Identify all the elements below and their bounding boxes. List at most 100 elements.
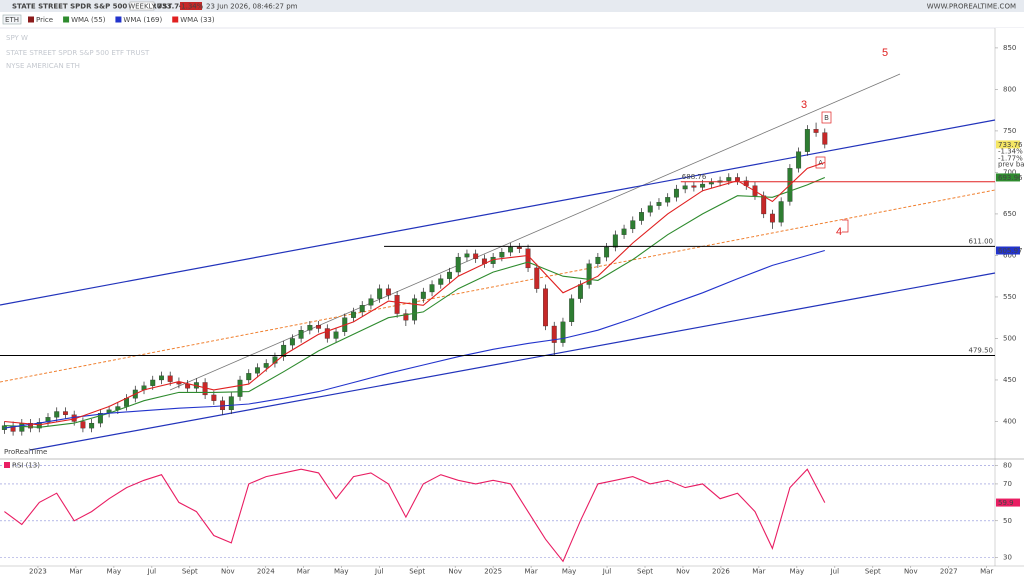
y-tick-label: 550: [1003, 293, 1016, 301]
candle-body: [595, 256, 601, 264]
candle-body: [167, 375, 173, 382]
watermark-exchange: NYSE AMERICAN ETH: [6, 62, 80, 70]
y-tick-label: 750: [1003, 127, 1016, 135]
candle-body: [726, 177, 732, 181]
legend-swatch: [28, 16, 34, 23]
x-tick-label: Sept: [182, 568, 198, 576]
title-bar: [0, 0, 1024, 12]
x-tick-label: Mar: [524, 568, 537, 576]
y-tick-label: 30: [1003, 554, 1012, 562]
candle-body: [54, 411, 60, 418]
indicator-badge: 605.97: [998, 247, 1023, 255]
candle-body: [778, 201, 784, 223]
candle-body: [621, 228, 627, 235]
wave-bracket: [842, 219, 849, 233]
candle-body: [45, 417, 51, 423]
candle-body: [377, 288, 383, 299]
wave-label: 5: [882, 47, 888, 59]
candle-body: [307, 325, 313, 331]
period-box[interactable]: [129, 1, 155, 11]
candle-body: [796, 151, 802, 169]
candle-body: [63, 411, 68, 415]
session: ETH: [5, 16, 19, 24]
channel-lower[interactable]: [29, 272, 996, 451]
change: -1.34%: [179, 3, 204, 11]
x-tick-label: May: [562, 568, 576, 576]
candle-body: [543, 288, 548, 327]
trend-line[interactable]: [169, 73, 901, 391]
x-tick-label: Jul: [147, 568, 157, 576]
legend-swatch: [63, 16, 70, 23]
y-tick-label: 500: [1003, 334, 1016, 342]
x-tick-label: Mar: [69, 568, 82, 576]
candle-body: [246, 373, 252, 381]
x-tick-label: Jul: [374, 568, 384, 576]
candle-body: [420, 291, 426, 299]
candle-body: [682, 185, 688, 190]
candle-body: [769, 213, 775, 223]
indicator-line: [4, 161, 825, 426]
watermark-name: STATE STREET SPDR S&P 500 ETF TRUST: [6, 49, 150, 57]
indicator-line: [4, 468, 826, 563]
last-price-badge: 733.76: [998, 141, 1023, 149]
y-tick-label: 600: [1003, 251, 1016, 259]
x-tick-label: 2024: [257, 568, 275, 576]
candle-body: [516, 247, 522, 249]
candle-body: [473, 253, 479, 259]
legend-label: WMA (169): [123, 16, 162, 24]
indicator-badge-box: [996, 173, 1020, 182]
y-tick-label: 80: [1003, 462, 1012, 470]
last-price-badge-box: [996, 140, 1020, 149]
instrument-title: STATE STREET SPDR S&P 500 ETF TRUST: [12, 3, 172, 11]
y-tick-label: 50: [1003, 517, 1012, 525]
candle-body: [708, 182, 714, 185]
x-tick-label: Sept: [637, 568, 653, 576]
candle-body: [429, 284, 435, 293]
level-label: 688.76: [682, 173, 707, 181]
candle-body: [298, 330, 304, 339]
candle-body: [412, 298, 418, 321]
rsi-badge: 59.9: [998, 499, 1014, 507]
legend-swatch: [172, 16, 179, 23]
candle-body: [665, 197, 671, 203]
candle-body: [464, 253, 470, 258]
candle-body: [237, 379, 243, 397]
candle-body: [647, 205, 653, 213]
candle-body: [455, 256, 461, 273]
candle-body: [499, 251, 505, 258]
x-tick-label: Sept: [409, 568, 425, 576]
x-tick-label: Jul: [602, 568, 612, 576]
legend-label: WMA (33): [180, 16, 215, 24]
x-tick-label: Jul: [830, 568, 840, 576]
candle-body: [333, 331, 339, 339]
dashed-trend[interactable]: [0, 189, 996, 383]
drawing-tools: [0, 73, 996, 451]
x-tick-label: Mar: [980, 568, 993, 576]
candle-body: [813, 129, 819, 133]
rsi-pane: [0, 465, 998, 563]
candle-body: [263, 363, 269, 368]
x-tick-label: 2025: [484, 568, 502, 576]
y-tick-label: 800: [1003, 85, 1016, 93]
candle-body: [185, 383, 191, 389]
candle-body: [159, 375, 164, 381]
level-label: 479.50: [969, 346, 994, 354]
candle-body: [438, 278, 444, 285]
candle-body: [639, 212, 644, 221]
legend-swatch: [115, 16, 122, 23]
x-tick-label: May: [790, 568, 804, 576]
candle-body: [150, 379, 156, 386]
y-tick-label: 400: [1003, 417, 1016, 425]
candle-body: [289, 338, 295, 346]
site: WWW.PROREALTIME.COM: [927, 3, 1016, 11]
channel-upper[interactable]: [0, 119, 996, 306]
price-scale: [995, 28, 1024, 566]
candle-body: [97, 413, 103, 424]
session-button[interactable]: [2, 14, 22, 25]
indicator-line: [4, 249, 825, 429]
candle-body: [211, 394, 217, 401]
x-tick-label: Nov: [221, 568, 235, 576]
indicator-badge: 693.96: [998, 174, 1023, 182]
candle-body: [359, 305, 365, 313]
